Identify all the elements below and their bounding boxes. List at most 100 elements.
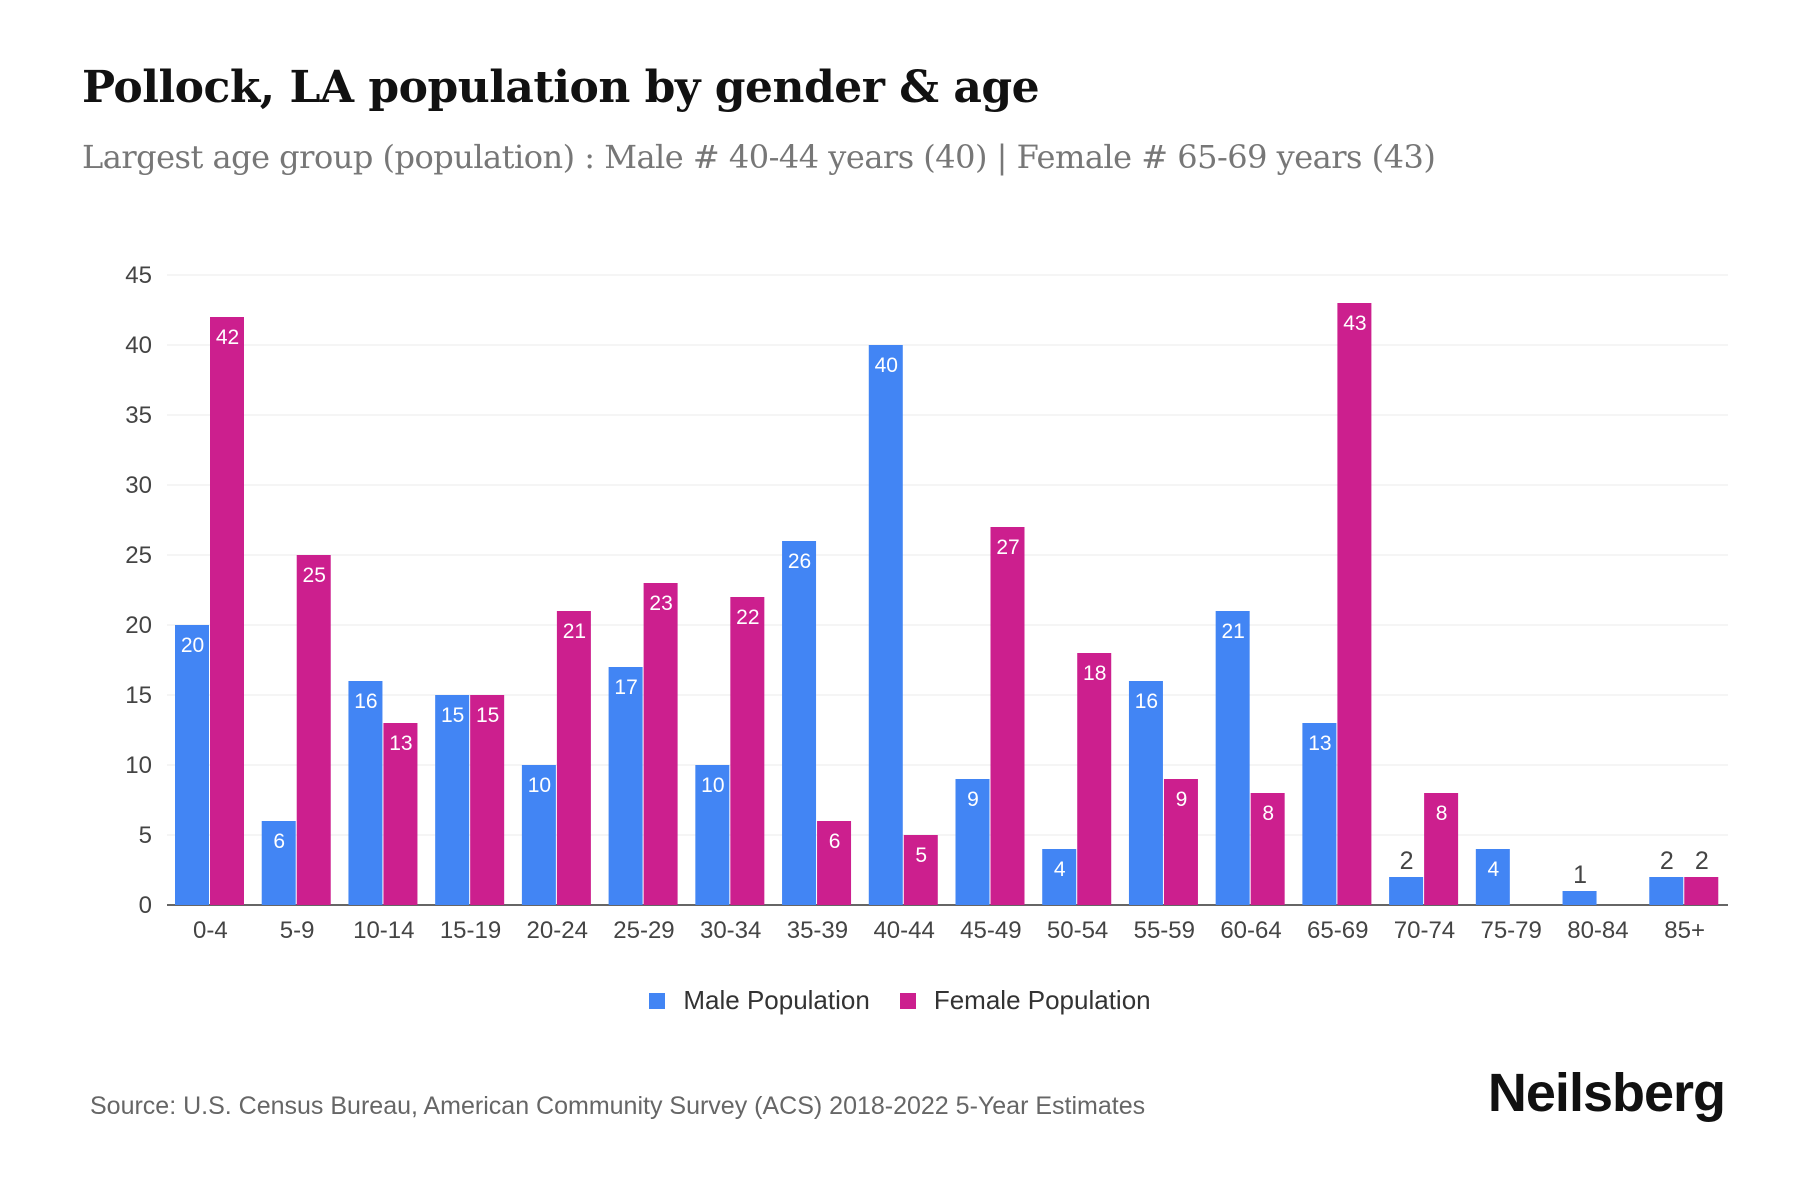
- female-data-label: 27: [996, 536, 1019, 559]
- male-data-label: 4: [1054, 858, 1066, 881]
- male-data-label: 17: [614, 676, 637, 699]
- y-tick-label: 25: [125, 542, 152, 569]
- female-data-label: 9: [1176, 788, 1188, 811]
- x-tick-label: 40-44: [873, 917, 934, 944]
- male-data-label: 20: [181, 634, 204, 657]
- y-tick-label: 10: [125, 752, 152, 779]
- male-bar: [1562, 891, 1597, 905]
- legend-item-female[interactable]: Female Population: [899, 985, 1151, 1016]
- female-bar: [730, 597, 765, 905]
- female-bar: [643, 583, 678, 905]
- female-data-label: 8: [1436, 802, 1448, 825]
- y-tick-label: 35: [125, 402, 152, 429]
- female-data-label: 13: [389, 732, 412, 755]
- x-tick-label: 5-9: [280, 917, 315, 944]
- x-tick-label: 85+: [1664, 917, 1705, 944]
- x-tick-label: 50-54: [1047, 917, 1108, 944]
- female-data-label: 22: [736, 606, 759, 629]
- male-data-label: 10: [701, 774, 724, 797]
- male-data-label: 2: [1400, 847, 1414, 875]
- x-tick-label: 80-84: [1567, 917, 1628, 944]
- y-tick-label: 40: [125, 332, 152, 359]
- male-bar: [608, 667, 643, 905]
- x-tick-label: 25-29: [613, 917, 674, 944]
- female-data-label: 25: [303, 564, 326, 587]
- male-data-label: 1: [1573, 861, 1587, 889]
- male-bar: [1128, 681, 1163, 905]
- chart-title: Pollock, LA population by gender & age: [82, 62, 1040, 113]
- male-data-label: 4: [1487, 858, 1499, 881]
- male-data-label: 13: [1308, 732, 1331, 755]
- source-note: Source: U.S. Census Bureau, American Com…: [90, 1092, 1146, 1120]
- male-bar: [695, 765, 730, 905]
- y-tick-label: 30: [125, 472, 152, 499]
- male-bar: [1042, 849, 1077, 905]
- x-tick-label: 75-79: [1480, 917, 1541, 944]
- female-data-label: 8: [1262, 802, 1274, 825]
- female-data-label: 18: [1083, 662, 1106, 685]
- x-tick-label: 60-64: [1220, 917, 1281, 944]
- male-data-label: 26: [788, 550, 811, 573]
- x-tick-label: 30-34: [700, 917, 761, 944]
- legend-label-female: Female Population: [933, 985, 1151, 1015]
- female-data-label: 15: [476, 704, 499, 727]
- female-data-label: 2: [1695, 847, 1709, 875]
- legend-item-male[interactable]: Male Population: [649, 985, 870, 1016]
- female-bar: [1250, 793, 1285, 905]
- male-bar: [435, 695, 470, 905]
- female-bar: [990, 527, 1025, 905]
- x-tick-label: 35-39: [787, 917, 848, 944]
- female-data-label: 43: [1343, 312, 1366, 335]
- female-bar: [296, 555, 331, 905]
- male-bar: [1649, 877, 1684, 905]
- legend-swatch-female: [899, 992, 916, 1009]
- legend-label-male: Male Population: [683, 985, 870, 1015]
- female-bar: [210, 317, 244, 905]
- female-bar: [1077, 653, 1112, 905]
- male-bar: [348, 681, 383, 905]
- female-bar: [1424, 793, 1459, 905]
- female-bar: [1163, 779, 1198, 905]
- x-tick-label: 15-19: [440, 917, 501, 944]
- male-data-label: 40: [875, 354, 898, 377]
- male-data-label: 6: [273, 830, 285, 853]
- y-tick-label: 15: [125, 682, 152, 709]
- female-data-label: 21: [563, 620, 586, 643]
- male-bar: [1389, 877, 1424, 905]
- x-tick-label: 45-49: [960, 917, 1021, 944]
- male-bar: [1475, 849, 1510, 905]
- male-bar: [521, 765, 556, 905]
- male-data-label: 10: [528, 774, 551, 797]
- x-tick-label: 20-24: [527, 917, 588, 944]
- female-bar: [1684, 877, 1719, 905]
- female-bar: [383, 723, 418, 905]
- female-data-label: 23: [649, 592, 672, 615]
- y-tick-label: 45: [125, 262, 152, 289]
- x-tick-label: 0-4: [193, 917, 228, 944]
- female-bar: [903, 835, 938, 905]
- male-bar: [261, 821, 296, 905]
- chart-subtitle: Largest age group (population) : Male # …: [82, 138, 1436, 176]
- male-data-label: 9: [967, 788, 979, 811]
- y-tick-label: 0: [139, 892, 152, 919]
- x-tick-label: 55-59: [1134, 917, 1195, 944]
- female-bar: [817, 821, 852, 905]
- male-bar: [955, 779, 990, 905]
- female-data-label: 5: [915, 844, 927, 867]
- female-bar: [1337, 303, 1372, 905]
- female-bar: [470, 695, 505, 905]
- legend-swatch-male: [649, 992, 666, 1009]
- y-tick-label: 5: [139, 822, 152, 849]
- y-tick-label: 20: [125, 612, 152, 639]
- x-tick-label: 65-69: [1307, 917, 1368, 944]
- female-data-label: 6: [829, 830, 841, 853]
- male-data-label: 16: [354, 690, 377, 713]
- female-bar: [556, 611, 591, 905]
- male-data-label: 16: [1135, 690, 1158, 713]
- male-bar: [1215, 611, 1250, 905]
- female-data-label: 42: [216, 326, 239, 349]
- male-data-label: 2: [1660, 847, 1674, 875]
- male-bar: [868, 345, 903, 905]
- x-tick-label: 10-14: [353, 917, 414, 944]
